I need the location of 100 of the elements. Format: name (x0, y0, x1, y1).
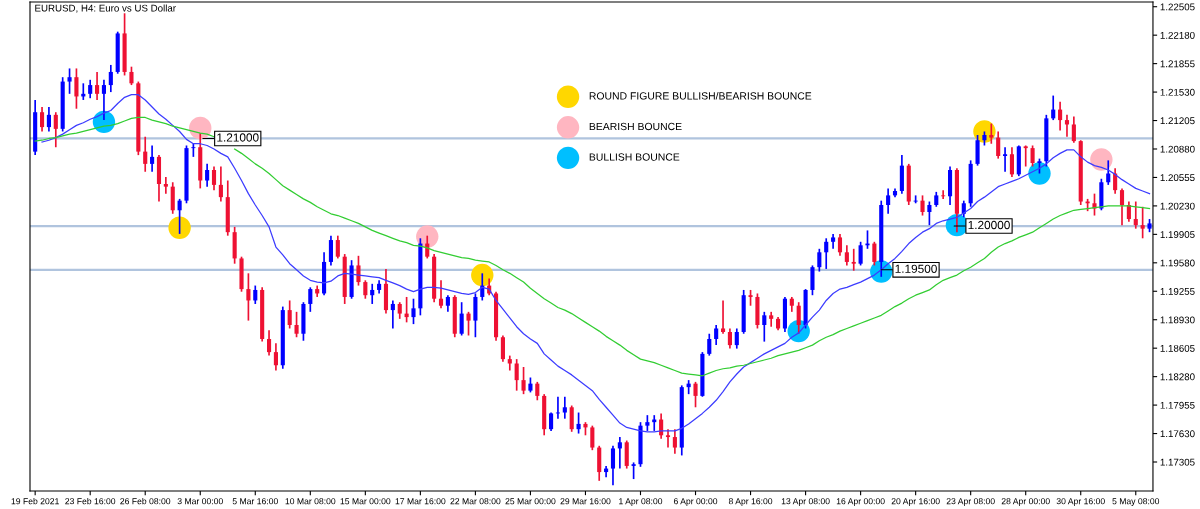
candlestick (1030, 144, 1035, 168)
candlestick (53, 111, 58, 149)
x-tick-label: 23 Feb 16:00 (65, 497, 116, 505)
y-tick-label: 1.18605 (1160, 344, 1195, 352)
chart-title: EURUSD, H4: Euro vs US Dollar (35, 4, 176, 13)
candlestick (370, 282, 375, 305)
y-tick-label: 1.19905 (1160, 231, 1195, 238)
candlestick (1133, 200, 1138, 230)
x-tick-label: 23 Apr 08:00 (946, 498, 995, 506)
x-tick-label: 3 Mar 00:00 (177, 498, 223, 505)
candlestick (170, 181, 175, 215)
candlestick (363, 279, 368, 300)
candlestick (466, 311, 471, 337)
candlestick (1071, 115, 1076, 144)
x-tick-label: 5 May 08:00 (1112, 498, 1160, 506)
x-tick-label: 16 Apr 00:00 (836, 498, 885, 506)
candlestick (294, 311, 299, 339)
candlestick (246, 272, 251, 322)
x-tick-label: 25 Mar 00:00 (505, 498, 556, 505)
candlestick (218, 165, 223, 203)
candlestick (975, 134, 980, 167)
y-tick-label: 1.18930 (1160, 316, 1195, 324)
candlestick (143, 135, 148, 173)
y-tick-label: 1.21530 (1160, 88, 1195, 96)
candlestick (665, 428, 671, 449)
legend-label: ROUND FIGURE BULLISH/BEARISH BOUNCE (589, 91, 812, 100)
candlestick (844, 244, 849, 267)
candlestick (177, 198, 182, 235)
x-tick-label: 29 Mar 16:00 (560, 498, 611, 505)
candlestick (941, 189, 946, 200)
y-tick-label: 1.17305 (1160, 458, 1195, 466)
candlestick (101, 78, 107, 121)
point (168, 216, 191, 239)
candlestick (693, 381, 698, 409)
candlestick (672, 428, 677, 455)
candlestick (129, 65, 134, 86)
candlestick (576, 411, 581, 435)
candlestick (920, 194, 925, 217)
legend-label: BEARISH BOUNCE (589, 122, 682, 131)
x-tick-label: 10 Mar 08:00 (285, 498, 336, 505)
candlestick (39, 106, 45, 133)
x-tick-label: 15 Mar 00:00 (340, 498, 391, 505)
candlestick (390, 299, 395, 330)
y-tick-label: 1.19255 (1160, 288, 1195, 295)
candlestick (266, 329, 272, 357)
candlestick (88, 78, 93, 100)
y-tick-label: 1.21205 (1160, 117, 1195, 125)
candlestick (734, 327, 739, 350)
candlestick (837, 233, 843, 257)
candlestick (1009, 146, 1015, 178)
candlestick (1003, 146, 1008, 173)
candlestick (617, 436, 622, 470)
candlestick (273, 342, 278, 372)
candlestick (308, 286, 313, 313)
x-tick-label: 8 Apr 16:00 (728, 498, 773, 506)
candlestick (46, 106, 51, 133)
candlestick (858, 240, 863, 267)
x-tick-label: 28 Apr 00:00 (1001, 498, 1050, 506)
candlestick (163, 176, 168, 195)
candlestick (927, 200, 932, 226)
candlestick (624, 439, 629, 470)
candlestick (1119, 187, 1125, 226)
candlestick (562, 395, 567, 420)
candlestick (714, 324, 719, 346)
candlestick (438, 279, 444, 310)
candlestick (473, 292, 478, 339)
candlestick (1140, 205, 1145, 240)
candlestick (817, 247, 822, 273)
candlestick (1092, 192, 1097, 217)
candlestick (459, 301, 464, 337)
candlestick (610, 444, 616, 487)
candlestick (707, 332, 712, 357)
y-tick-label: 1.22180 (1160, 31, 1195, 39)
candlestick (989, 122, 994, 145)
candlestick (150, 144, 155, 173)
candlestick (500, 334, 505, 363)
x-tick-label: 20 Apr 16:00 (891, 498, 940, 506)
candlestick (810, 264, 815, 297)
candlestick (108, 64, 113, 93)
x-tick-label: 22 Mar 08:00 (450, 498, 501, 505)
ref-line-label: 1.20000 (968, 220, 1010, 230)
candlestick (590, 424, 595, 452)
x-tick-label: 6 Apr 00:00 (673, 498, 718, 506)
candlestick (95, 71, 100, 101)
candlestick (411, 297, 416, 325)
x-tick-label: 5 Mar 16:00 (232, 498, 278, 505)
candlestick (762, 311, 767, 343)
y-tick-label: 1.17955 (1160, 401, 1195, 409)
candlestick (521, 366, 526, 395)
candlestick (886, 187, 891, 215)
y-tick-label: 1.21855 (1160, 60, 1195, 68)
legend-label: BULLISH BOUNCE (589, 153, 680, 161)
x-tick-label: 19 Feb 2021 (11, 497, 59, 505)
x-tick-label: 26 Feb 08:00 (120, 497, 171, 505)
candlestick (851, 247, 856, 272)
y-tick-label: 1.20555 (1160, 174, 1195, 182)
candlestick (205, 163, 210, 188)
y-tick-label: 1.20880 (1160, 145, 1195, 153)
candlestick (287, 299, 292, 330)
y-tick-label: 1.17630 (1160, 430, 1195, 438)
